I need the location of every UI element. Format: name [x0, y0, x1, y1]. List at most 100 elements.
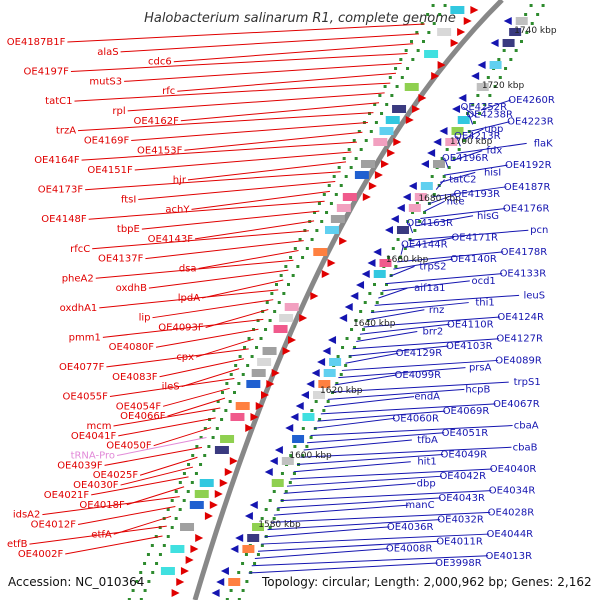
tick-mark	[244, 553, 248, 556]
feature-block	[292, 435, 305, 443]
tick-mark	[337, 166, 341, 169]
forward-gene-label: etfB	[7, 539, 28, 550]
reverse-gene-label: OE4140R	[450, 254, 497, 265]
tick-mark	[391, 247, 395, 250]
reverse-gene-label: OE4042R	[439, 471, 486, 482]
tick-mark	[369, 130, 373, 133]
forward-gene-label: OE4021F	[44, 490, 90, 501]
tick-mark	[329, 202, 333, 205]
tick-mark	[284, 265, 288, 268]
tick-mark	[274, 283, 278, 286]
reverse-gene-arrow	[211, 589, 220, 597]
tick-mark	[241, 589, 245, 592]
tick-mark	[298, 238, 302, 241]
reverse-gene-arrow	[328, 336, 337, 344]
leader-line	[131, 121, 368, 141]
leader-line	[145, 240, 304, 260]
reverse-gene-label: OE4049R	[441, 449, 488, 460]
tick-mark	[199, 463, 203, 466]
forward-gene-arrow	[470, 6, 479, 14]
tick-mark	[207, 445, 211, 448]
tick-mark	[348, 355, 352, 358]
tick-mark	[493, 85, 497, 88]
tick-mark	[371, 310, 375, 313]
tick-mark	[245, 580, 249, 583]
tick-mark	[220, 418, 224, 421]
tick-mark	[406, 220, 410, 223]
leader-line	[310, 425, 513, 437]
tick-mark	[237, 571, 241, 574]
tick-mark	[514, 49, 518, 52]
tick-mark	[232, 391, 236, 394]
tick-mark	[345, 337, 349, 340]
reverse-gene-label: OE4124R	[497, 312, 544, 323]
reverse-gene-arrow	[361, 270, 370, 278]
reverse-gene-label: OE4127R	[496, 334, 543, 345]
tick-mark	[400, 76, 404, 79]
tick-mark	[220, 391, 224, 394]
forward-gene-label: OE4030F	[73, 480, 119, 491]
tick-mark	[502, 49, 506, 52]
leader-line	[67, 23, 425, 43]
feature-block	[247, 534, 260, 542]
reverse-gene-arrow	[458, 94, 467, 102]
tick-mark	[354, 157, 358, 160]
reverse-gene-label: OE4028R	[488, 507, 535, 518]
feature-block	[199, 479, 214, 487]
kbp-label: 1640 kbp	[353, 319, 396, 329]
tick-mark	[488, 94, 492, 97]
leader-line	[152, 299, 274, 319]
tick-mark	[353, 346, 357, 349]
feature-block	[502, 39, 515, 47]
tick-mark	[409, 40, 413, 43]
feature-block	[515, 17, 528, 25]
feature-block	[457, 116, 470, 124]
tick-mark	[178, 481, 182, 484]
feature-block	[273, 325, 288, 333]
tick-mark	[318, 418, 322, 421]
tick-mark	[466, 112, 470, 115]
forward-gene-label: OE4054F	[116, 401, 162, 412]
leader-line	[456, 142, 527, 154]
reverse-gene-arrow	[311, 369, 320, 377]
tick-mark	[457, 148, 461, 151]
reverse-gene-label: cbaB	[513, 442, 538, 453]
feature-block	[342, 193, 357, 201]
tick-mark	[408, 238, 412, 241]
forward-gene-label: OE4143F	[148, 234, 194, 245]
reverse-gene-label: OE4011R	[436, 536, 483, 547]
reverse-gene-label: OE4044R	[487, 529, 534, 540]
tick-mark	[268, 526, 272, 529]
tick-mark	[143, 589, 147, 592]
tick-mark	[404, 49, 408, 52]
tick-mark	[268, 319, 272, 322]
kbp-label: 1620 kbp	[320, 386, 363, 396]
forward-gene-arrow	[190, 545, 199, 553]
forward-gene-arrow	[195, 534, 204, 542]
tick-mark	[286, 283, 290, 286]
forward-gene-label: OE4151F	[87, 165, 133, 176]
tick-mark	[363, 301, 367, 304]
tick-mark	[224, 409, 228, 412]
forward-gene-arrow	[204, 512, 213, 520]
forward-gene-label: cdc6	[148, 57, 172, 68]
feature-block	[160, 567, 175, 575]
leader-line	[104, 446, 203, 466]
feature-block	[246, 380, 261, 388]
reverse-gene-label: OE4187R	[504, 182, 551, 193]
forward-gene-label: rfc	[162, 86, 175, 97]
tick-mark	[427, 31, 431, 34]
kbp-scale-labels: 1740 kbp 1720 kbp 1700 kbp 1680 kbp 1660 kbp…	[258, 26, 557, 530]
leader-line	[408, 229, 529, 241]
leader-line	[420, 208, 506, 220]
tick-mark	[364, 139, 368, 142]
tick-mark	[349, 166, 353, 169]
reverse-gene-label: OE4069R	[443, 406, 490, 417]
kbp-label: 1660 kbp	[386, 255, 429, 265]
reverse-gene-label: OE4067R	[493, 399, 540, 410]
leader-line	[374, 294, 520, 306]
reverse-gene-arrow	[317, 358, 326, 366]
tick-mark	[431, 4, 435, 7]
leader-line	[317, 410, 446, 422]
tick-mark	[415, 31, 419, 34]
